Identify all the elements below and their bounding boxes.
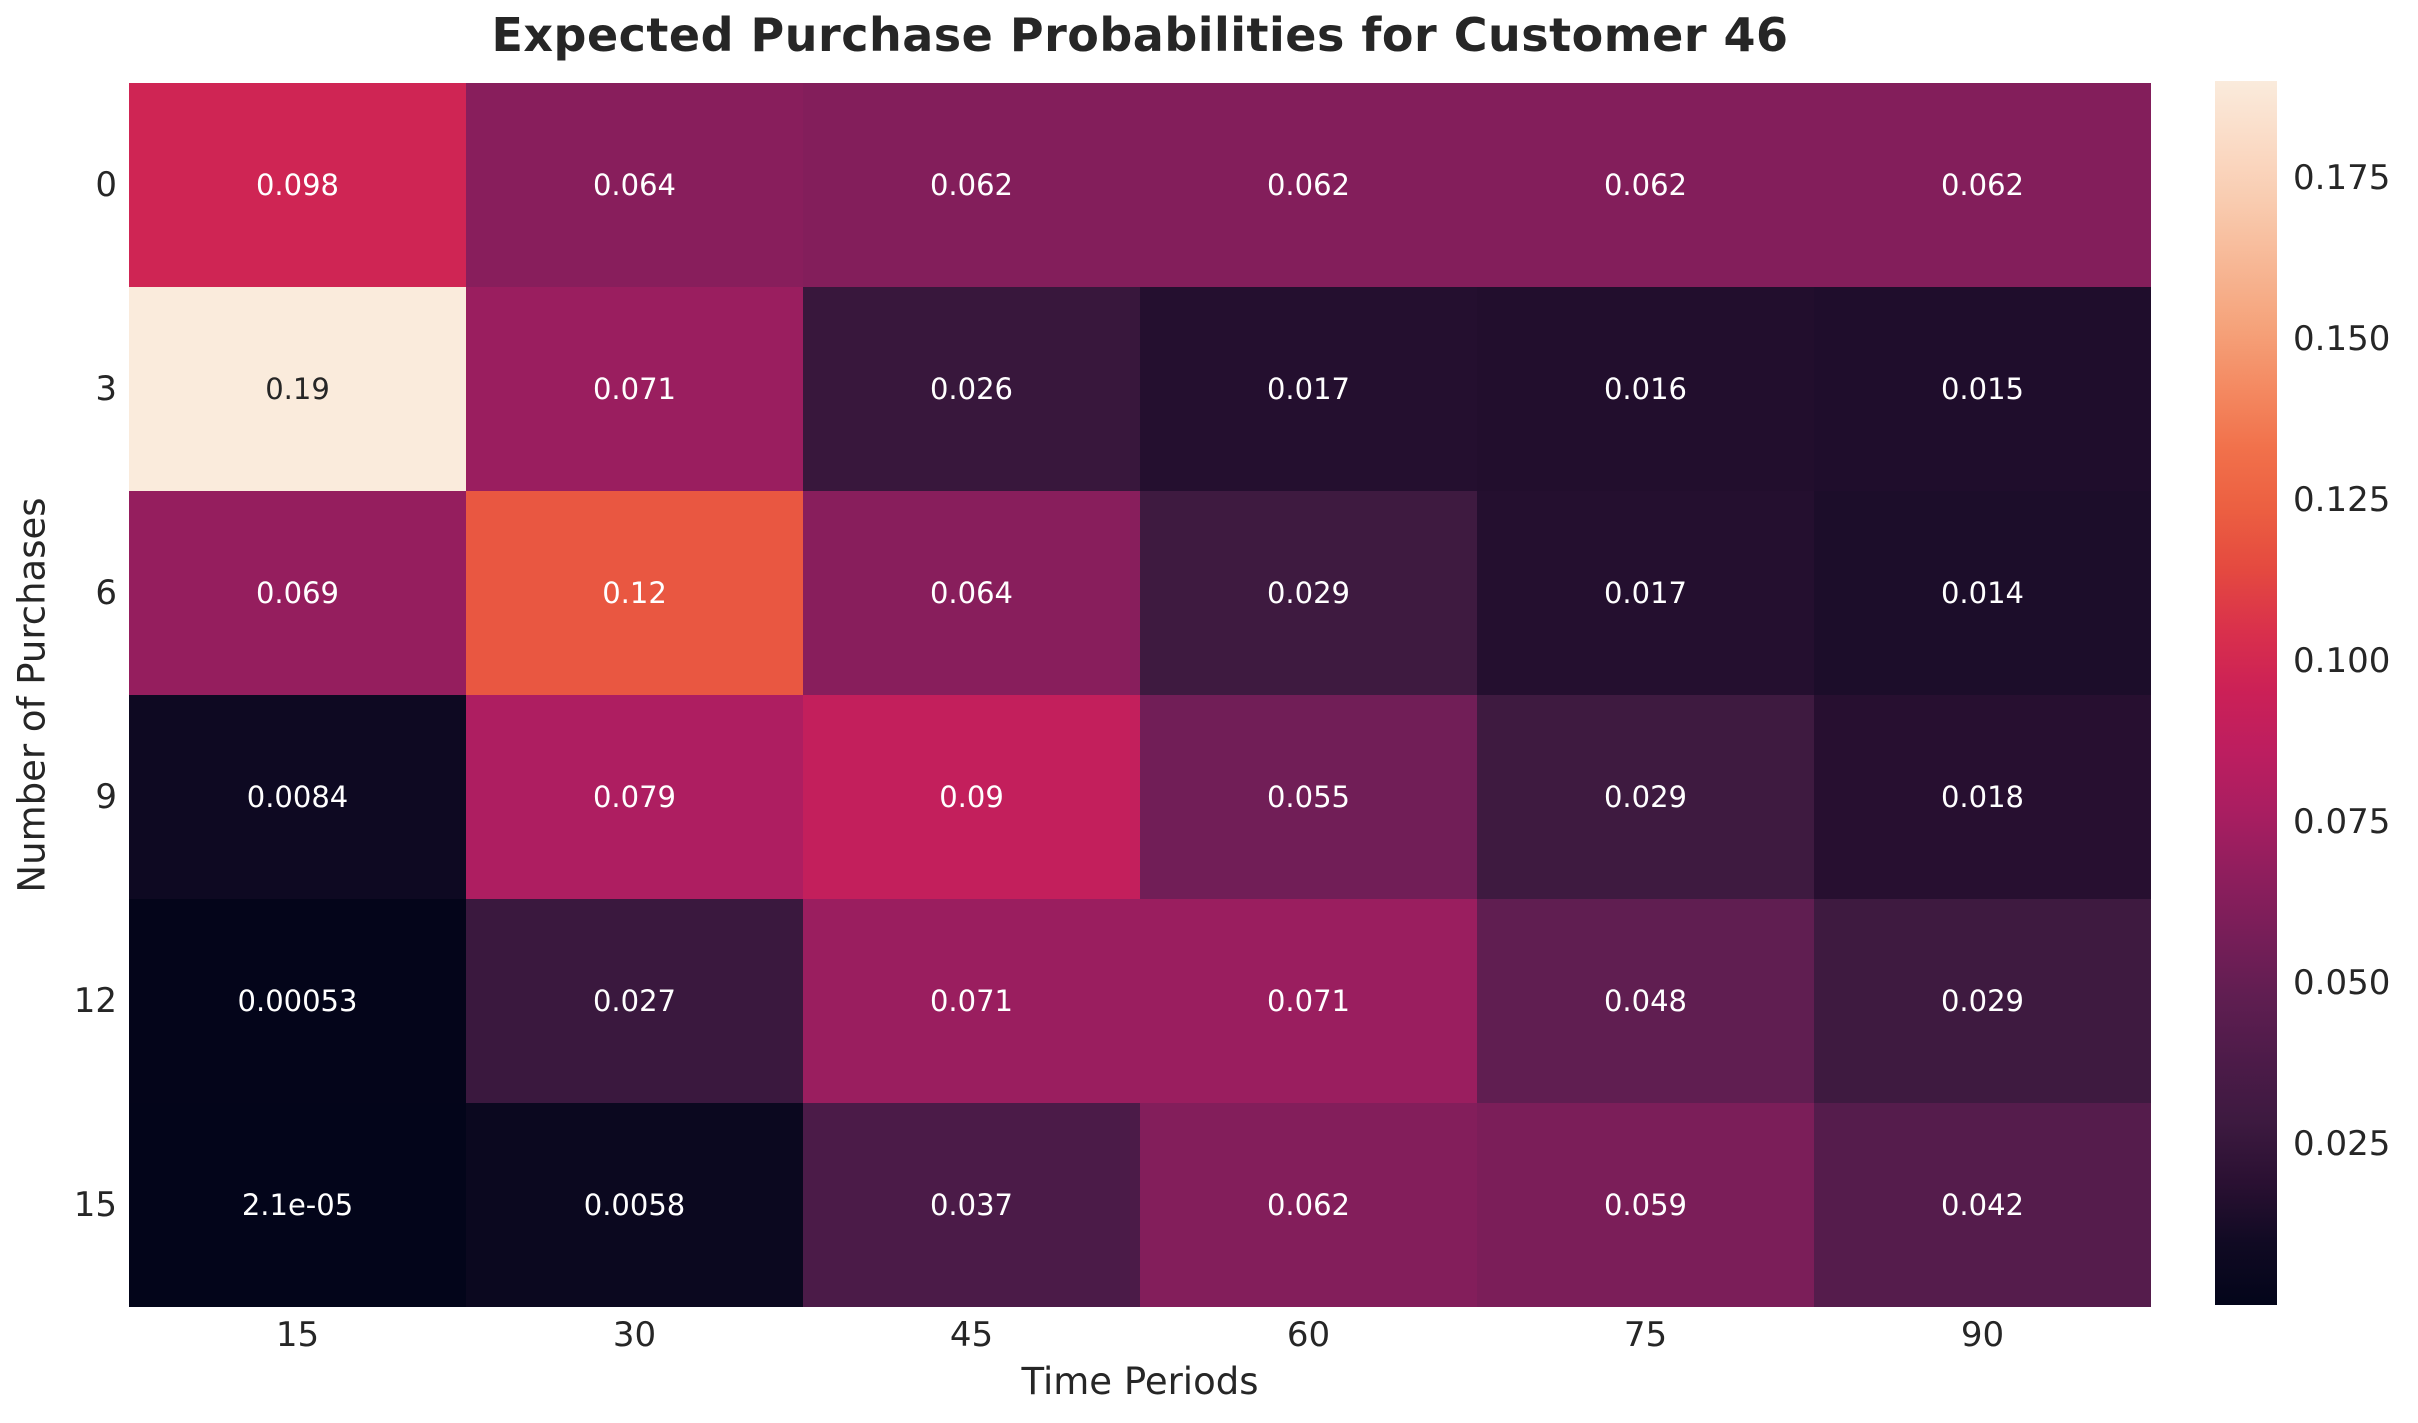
heatmap-cell: 0.029 [1140,491,1477,695]
cell-value: 0.029 [1266,575,1351,610]
heatmap-cell: 0.062 [1140,1103,1477,1307]
chart-title: Expected Purchase Probabilities for Cust… [491,8,1789,62]
heatmap-cell: 0.016 [1477,287,1814,491]
cell-value: 0.071 [592,371,677,406]
colorbar-tick-label: 0.050 [2293,962,2391,1003]
cell-value: 0.017 [1603,575,1688,610]
heatmap-cell: 0.059 [1477,1103,1814,1307]
heatmap-cell: 0.027 [466,899,803,1103]
cell-value: 0.062 [1940,167,2025,202]
colorbar-tick-label: 0.100 [2293,640,2391,681]
cell-value: 0.062 [1266,167,1351,202]
cell-value: 0.042 [1940,1187,2025,1222]
heatmap-cell: 0.042 [1814,1103,2151,1307]
cell-value: 0.079 [592,779,677,814]
cell-value: 0.098 [255,167,340,202]
y-tick-label: 0 [95,165,117,205]
heatmap-cell: 0.062 [1477,83,1814,287]
cell-value: 0.048 [1603,983,1688,1018]
heatmap-cell: 0.014 [1814,491,2151,695]
heatmap-cell: 0.069 [129,491,466,695]
cell-value: 0.027 [592,983,677,1018]
heatmap-cell: 0.071 [1140,899,1477,1103]
x-axis-label: Time Periods [1021,1360,1259,1403]
cell-value: 0.064 [929,575,1014,610]
cell-value: 0.059 [1603,1187,1688,1222]
y-tick-label: 15 [73,1185,117,1225]
colorbar-tick-label: 0.175 [2293,157,2391,198]
cell-value: 2.1e-05 [241,1187,354,1222]
heatmap-cell: 0.062 [1140,83,1477,287]
heatmap-cell: 0.12 [466,491,803,695]
cell-value: 0.062 [929,167,1014,202]
cell-value: 0.014 [1940,575,2025,610]
heatmap-cell: 0.026 [803,287,1140,491]
y-tick-label: 6 [95,573,117,613]
cell-value: 0.12 [602,575,667,610]
y-tick-label: 3 [95,369,117,409]
heatmap-cell: 0.062 [803,83,1140,287]
colorbar [2215,81,2277,1305]
heatmap-cell: 0.029 [1477,695,1814,899]
heatmap-cell: 0.048 [1477,899,1814,1103]
cell-value: 0.015 [1940,371,2025,406]
cell-value: 0.09 [939,779,1004,814]
cell-value: 0.064 [592,167,677,202]
cell-value: 0.062 [1266,1187,1351,1222]
heatmap-grid: 0.098 0.064 0.062 0.062 0.062 0.062 0.19 0.071 0… [129,83,2151,1307]
colorbar-tick-label: 0.025 [2293,1124,2391,1165]
x-tick-label: 15 [275,1315,320,1355]
heatmap-cell: 0.064 [466,83,803,287]
heatmap-cell: 0.0084 [129,695,466,899]
heatmap-cell: 0.064 [803,491,1140,695]
x-tick-label: 30 [612,1315,657,1355]
cell-value: 0.037 [929,1187,1014,1222]
heatmap-cell: 2.1e-05 [129,1103,466,1307]
cell-value: 0.069 [255,575,340,610]
heatmap-cell: 0.017 [1140,287,1477,491]
heatmap-cell: 0.018 [1814,695,2151,899]
heatmap-cell: 0.00053 [129,899,466,1103]
colorbar-tick-label: 0.150 [2293,318,2391,359]
cell-value: 0.026 [929,371,1014,406]
y-tick-label: 9 [95,777,117,817]
x-tick-label: 90 [1960,1315,2005,1355]
cell-value: 0.19 [265,371,330,406]
colorbar-tick-label: 0.125 [2293,479,2391,520]
heatmap-cell: 0.098 [129,83,466,287]
x-tick-label: 45 [949,1315,994,1355]
y-tick-label: 12 [73,981,117,1021]
cell-value: 0.016 [1603,371,1688,406]
heatmap-cell: 0.062 [1814,83,2151,287]
heatmap-cell: 0.0058 [466,1103,803,1307]
cell-value: 0.00053 [237,983,358,1018]
heatmap-cell: 0.015 [1814,287,2151,491]
heatmap-cell: 0.037 [803,1103,1140,1307]
cell-value: 0.0084 [246,779,349,814]
cell-value: 0.071 [1266,983,1351,1018]
x-axis-tick-labels: 15 30 45 60 75 90 [129,1315,2151,1357]
heatmap-cell: 0.19 [129,287,466,491]
heatmap-cell: 0.071 [803,899,1140,1103]
heatmap-cell: 0.017 [1477,491,1814,695]
colorbar-tick-label: 0.075 [2293,801,2391,842]
cell-value: 0.055 [1266,779,1351,814]
x-tick-label: 75 [1623,1315,1668,1355]
cell-value: 0.0058 [583,1187,686,1222]
cell-value: 0.062 [1603,167,1688,202]
heatmap-cell: 0.029 [1814,899,2151,1103]
heatmap-cell: 0.079 [466,695,803,899]
cell-value: 0.018 [1940,779,2025,814]
colorbar-tick-labels: 0.175 0.150 0.125 0.100 0.075 0.050 0.025 [2293,81,2413,1305]
x-tick-label: 60 [1286,1315,1331,1355]
cell-value: 0.071 [929,983,1014,1018]
cell-value: 0.029 [1603,779,1688,814]
heatmap-cell: 0.055 [1140,695,1477,899]
heatmap-cell: 0.09 [803,695,1140,899]
cell-value: 0.017 [1266,371,1351,406]
y-axis-tick-labels: 0 3 6 9 12 15 [0,83,117,1307]
heatmap-cell: 0.071 [466,287,803,491]
cell-value: 0.029 [1940,983,2025,1018]
